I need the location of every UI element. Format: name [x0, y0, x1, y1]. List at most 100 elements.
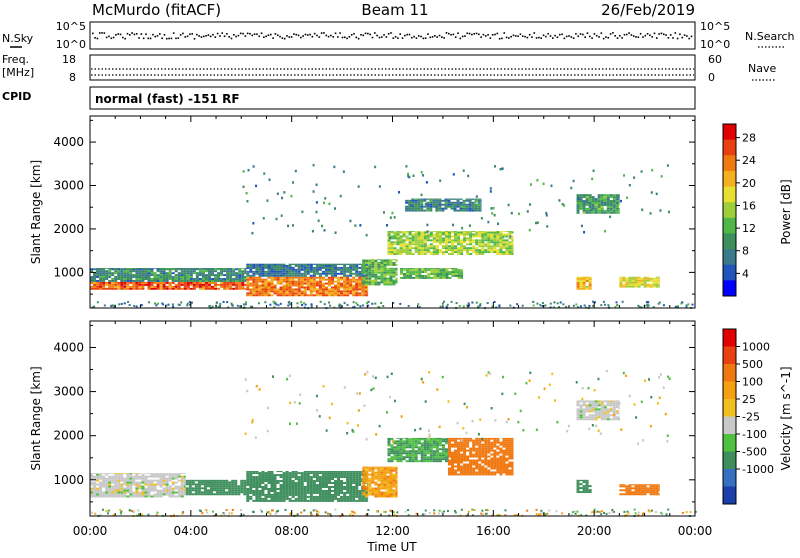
heatmap-cell — [460, 206, 463, 208]
heatmap-cell — [409, 251, 412, 253]
heatmap-cell — [246, 496, 249, 498]
heatmap-cell — [166, 486, 169, 488]
scatter-cell — [527, 210, 529, 213]
heatmap-cell — [421, 245, 424, 247]
heatmap-cell — [400, 277, 403, 279]
heatmap-cell — [400, 438, 403, 439]
heatmap-cell — [371, 262, 374, 264]
heatmap-cell — [181, 486, 184, 488]
heatmap-cell — [229, 282, 232, 284]
heatmap-cell — [409, 452, 412, 454]
heatmap-cell — [469, 253, 472, 255]
noise-point — [138, 37, 140, 39]
heatmap-cell — [102, 473, 105, 474]
heatmap-cell — [202, 280, 205, 282]
heatmap-cell — [246, 484, 249, 486]
heatmap-cell — [397, 253, 400, 255]
heatmap-cell — [412, 235, 415, 237]
scatter-cell — [478, 306, 480, 308]
scatter-cell — [442, 303, 444, 305]
heatmap-cell — [219, 489, 222, 491]
heatmap-cell — [390, 241, 393, 243]
heatmap-cell — [301, 498, 304, 500]
noise-point — [658, 33, 660, 35]
heatmap-cell — [255, 281, 258, 283]
heatmap-cell — [442, 440, 445, 442]
y-tick-label: 1000 — [53, 265, 84, 279]
scatter-cell — [469, 224, 471, 227]
heatmap-cell — [475, 454, 478, 456]
heatmap-cell — [358, 482, 361, 484]
heatmap-cell — [417, 202, 420, 204]
heatmap-cell — [577, 212, 580, 214]
scatter-cell — [398, 191, 400, 194]
heatmap-cell — [478, 239, 481, 241]
heatmap-cell — [274, 494, 277, 496]
heatmap-cell — [349, 486, 352, 488]
scatter-cell — [263, 172, 265, 175]
heatmap-cell — [346, 482, 349, 484]
heatmap-cell — [292, 480, 295, 482]
heatmap-cell — [196, 268, 199, 269]
heatmap-cell — [340, 286, 343, 288]
heatmap-cell — [255, 486, 258, 488]
heatmap-cell — [331, 500, 334, 502]
heatmap-cell — [355, 494, 358, 496]
heatmap-cell — [160, 486, 163, 488]
heatmap-cell — [129, 484, 132, 486]
heatmap-cell — [123, 278, 126, 280]
scatter-cell — [94, 513, 96, 515]
noise-point — [104, 32, 106, 34]
scatter-cell — [127, 301, 129, 303]
heatmap-cell — [292, 500, 295, 502]
scatter-cell — [91, 512, 93, 514]
heatmap-cell — [415, 247, 418, 249]
heatmap-cell — [406, 271, 409, 273]
heatmap-cell — [298, 290, 301, 292]
heatmap-cell — [292, 486, 295, 488]
heatmap-cell — [102, 494, 105, 496]
heatmap-cell — [120, 280, 123, 282]
heatmap-cell — [304, 480, 307, 482]
scatter-cell — [429, 512, 431, 514]
heatmap-cell — [463, 438, 466, 440]
heatmap-cell — [463, 245, 466, 247]
heatmap-cell — [123, 274, 126, 276]
heatmap-cell — [412, 448, 415, 450]
heatmap-cell — [380, 478, 383, 480]
heatmap-cell — [430, 452, 433, 454]
heatmap-cell — [184, 288, 187, 290]
heatmap-cell — [349, 498, 352, 500]
heatmap-cell — [490, 234, 493, 236]
heatmap-cell — [241, 284, 244, 286]
heatmap-cell — [598, 202, 601, 204]
heatmap-cell — [310, 275, 313, 277]
heatmap-cell — [154, 494, 157, 496]
heatmap-cell — [189, 483, 192, 485]
heatmap-cell — [358, 472, 361, 474]
heatmap-cell — [592, 202, 595, 204]
heatmap-cell — [478, 208, 481, 210]
heatmap-cell — [264, 488, 267, 490]
heatmap-cell — [454, 231, 457, 232]
noise-right-tick-bottom: 10^0 — [700, 38, 730, 51]
heatmap-cell — [334, 288, 337, 290]
heatmap-cell — [604, 196, 607, 198]
heatmap-cell — [105, 284, 108, 286]
noise-point — [166, 38, 168, 40]
heatmap-cell — [196, 274, 199, 276]
heatmap-cell — [457, 241, 460, 243]
colorbar-swatch — [723, 171, 736, 187]
heatmap-cell — [238, 274, 241, 276]
heatmap-cell — [132, 282, 135, 284]
scatter-cell — [540, 510, 542, 512]
heatmap-cell — [298, 500, 301, 502]
heatmap-cell — [448, 444, 451, 446]
heatmap-cell — [238, 268, 241, 269]
heatmap-cell — [349, 288, 352, 290]
heatmap-cell — [403, 452, 406, 454]
heatmap-cell — [405, 202, 408, 204]
heatmap-cell — [246, 281, 249, 283]
heatmap-cell — [307, 480, 310, 482]
heatmap-cell — [157, 288, 160, 290]
